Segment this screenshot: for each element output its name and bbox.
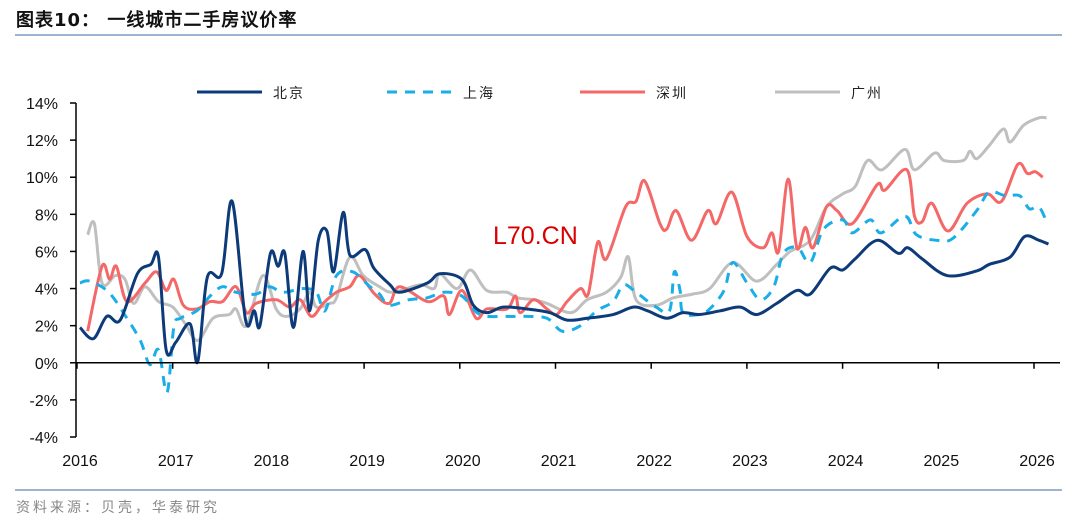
series-line-shenzhen (86, 161, 1044, 332)
y-tick-label: -2% (30, 393, 58, 410)
y-tick-label: 14% (26, 96, 58, 113)
y-tick-label: 8% (35, 207, 58, 224)
x-tick-label: 2021 (541, 453, 577, 470)
series-line-beijing (78, 199, 1050, 365)
y-tick-label: -4% (30, 430, 58, 447)
x-tick-label: 2026 (1019, 453, 1055, 470)
x-tick-label: 2020 (445, 453, 481, 470)
y-tick-label: 6% (35, 244, 58, 261)
x-tick-label: 2018 (254, 453, 290, 470)
x-tick-label: 2024 (828, 453, 864, 470)
axes-layer: 14% 12% 10% 8% 6% 4% 2% 0% -2% -4%2016 2017 2018 201… (26, 96, 1060, 470)
legend: 北京 上海 深圳 广州 (197, 86, 883, 102)
source-note: 资料来源：贝壳，华泰研究 (16, 500, 220, 516)
series-line-guangzhou (86, 115, 1047, 343)
watermark: L70.CN (493, 222, 578, 250)
y-tick-label: 4% (35, 282, 58, 299)
x-tick-label: 2017 (158, 453, 194, 470)
legend-label: 上海 (463, 86, 495, 102)
x-tick-label: 2019 (349, 453, 385, 470)
x-tick-label: 2016 (62, 453, 98, 470)
figure-title: 图表10： 一线城市二手房议价率 (16, 10, 298, 31)
x-tick-label: 2023 (732, 453, 768, 470)
title-divider (15, 34, 1062, 36)
x-tick-label: 2025 (924, 453, 960, 470)
y-tick-label: 0% (35, 356, 58, 373)
y-tick-label: 10% (26, 170, 58, 187)
footer-divider (15, 489, 1062, 491)
x-tick-label: 2022 (636, 453, 672, 470)
legend-label: 深圳 (656, 86, 688, 102)
legend-label: 广州 (851, 86, 883, 102)
y-tick-label: 2% (35, 319, 58, 336)
series-layer (78, 115, 1050, 394)
y-tick-label: 12% (26, 133, 58, 150)
legend-label: 北京 (273, 86, 305, 102)
